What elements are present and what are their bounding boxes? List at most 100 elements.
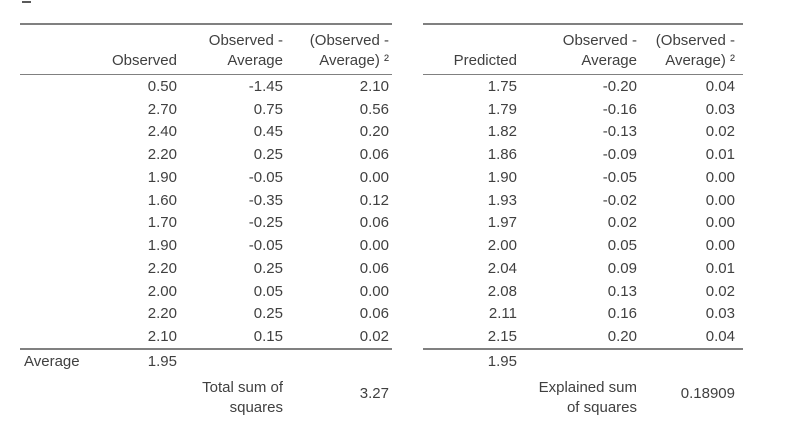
table-cell: 0.00: [705, 214, 735, 232]
row-label-cell: [20, 212, 108, 235]
row-label-cell: [20, 234, 108, 257]
table-cell: 1.70: [147, 214, 177, 232]
table-cell: 0.20: [517, 325, 637, 350]
average-row: Average 1.95: [20, 349, 392, 373]
table-row: 1.70 -0.25 0.06: [20, 212, 392, 235]
row-label-column-header: [20, 24, 108, 75]
table-row: 1.60 -0.35 0.12: [20, 189, 392, 212]
table-row: 2.00 0.05 0.00: [423, 234, 743, 257]
table-cell: 0.00: [359, 168, 389, 186]
table-cell: 1.82: [487, 123, 517, 141]
table-row: 1.90 -0.05 0.00: [20, 166, 392, 189]
column-header-observed: Observed: [108, 24, 177, 75]
total-sum-of-squares-label: Total sum of squares: [202, 378, 283, 417]
table-row: 2.20 0.25 0.06: [20, 143, 392, 166]
table-row: 1.79 -0.16 0.03: [423, 98, 743, 121]
table-cell: 0.45: [253, 123, 283, 141]
table-cell: -0.25: [248, 214, 283, 232]
table-row: 1.93 -0.02 0.00: [423, 189, 743, 212]
table-cell: 1.97: [487, 214, 517, 232]
table-cell: 0.25: [253, 305, 283, 323]
table-cell: 2.10: [108, 325, 177, 350]
row-label-cell: [20, 303, 108, 326]
table-row: 2.15 0.20 0.04: [423, 325, 743, 350]
row-label-cell: [20, 75, 108, 98]
table-row: 2.11 0.16 0.03: [423, 303, 743, 326]
table-row: 1.82 -0.13 0.02: [423, 121, 743, 144]
table-cell: -0.05: [248, 168, 283, 186]
table-cell: 2.20: [147, 305, 177, 323]
table-cell: 0.01: [705, 259, 735, 277]
table-row: 1.90 -0.05 0.00: [20, 234, 392, 257]
table-cell: 0.20: [359, 123, 389, 141]
table-row: 2.04 0.09 0.01: [423, 257, 743, 280]
table-cell: 0.05: [253, 282, 283, 300]
table-cell: 0.02: [705, 123, 735, 141]
table-cell: 2.20: [147, 259, 177, 277]
table-cell: -0.35: [248, 191, 283, 209]
column-header-observed-minus-average: Observed - Average: [517, 24, 637, 75]
table-cell: 0.25: [253, 146, 283, 164]
table-row: 2.10 0.15 0.02: [20, 325, 392, 350]
table-cell: 0.16: [607, 305, 637, 323]
explained-sum-of-squares-table: Predicted Observed - Average (Observed -…: [423, 23, 743, 423]
table-cell: 2.04: [487, 259, 517, 277]
column-header-observed-minus-average: Observed - Average: [177, 24, 283, 75]
table-cell: 0.13: [607, 282, 637, 300]
table-cell: 0.06: [359, 259, 389, 277]
table-cell: 1.79: [487, 100, 517, 118]
table-row: 2.70 0.75 0.56: [20, 98, 392, 121]
table-cell: 0.06: [359, 214, 389, 232]
table-cell: 0.00: [359, 282, 389, 300]
table-cell: -0.05: [248, 237, 283, 255]
explained-sum-of-squares-value: 0.18909: [680, 385, 735, 402]
sum-of-squares-row: Explained sum of squares 0.18909: [423, 373, 743, 423]
table-cell: 0.15: [177, 325, 283, 350]
table-row: 1.75 -0.20 0.04: [423, 75, 743, 98]
observed-table: Observed Observed - Average (Observed - …: [20, 23, 392, 423]
table-cell: 1.90: [487, 168, 517, 186]
row-label-cell: [20, 257, 108, 280]
average-row: 1.95: [423, 349, 743, 373]
table-cell: 0.02: [705, 282, 735, 300]
table-header: Observed Observed - Average (Observed - …: [20, 24, 392, 75]
table-cell: 0.03: [705, 100, 735, 118]
cropped-text-artifact: [22, 1, 31, 3]
column-header-predicted: Predicted: [423, 24, 517, 75]
table-cell: 0.04: [705, 77, 735, 95]
average-label: Average: [24, 353, 80, 370]
column-header-squared-deviation: (Observed - Average) ²: [283, 24, 392, 75]
table-row: 1.97 0.02 0.00: [423, 212, 743, 235]
total-sum-of-squares-table: Observed Observed - Average (Observed - …: [20, 23, 392, 423]
table-cell: 0.04: [637, 325, 743, 350]
table-cell: 0.03: [705, 305, 735, 323]
table-footer: 1.95 Explained sum of squares 0.18909: [423, 349, 743, 423]
predicted-table: Predicted Observed - Average (Observed -…: [423, 23, 743, 423]
table-cell: 2.11: [488, 305, 517, 323]
table-row: 1.86 -0.09 0.01: [423, 143, 743, 166]
table-cell: 2.10: [359, 77, 389, 95]
table-row: 0.50 -1.45 2.10: [20, 75, 392, 98]
table-cell: 0.75: [253, 100, 283, 118]
explained-sum-of-squares-label: Explained sum of squares: [538, 378, 637, 417]
table-row: 2.20 0.25 0.06: [20, 303, 392, 326]
table-cell: 1.90: [147, 168, 177, 186]
table-cell: 0.02: [283, 325, 392, 350]
table-cell: 1.86: [487, 146, 517, 164]
table-cell: 0.06: [359, 305, 389, 323]
table-cell: 2.20: [147, 146, 177, 164]
table-cell: 2.70: [147, 100, 177, 118]
table-cell: 0.12: [359, 191, 389, 209]
table-cell: 0.02: [607, 214, 637, 232]
table-row: 1.90 -0.05 0.00: [423, 166, 743, 189]
table-cell: 0.09: [607, 259, 637, 277]
table-cell: 2.08: [487, 282, 517, 300]
table-cell: 0.06: [359, 146, 389, 164]
table-cell: 0.00: [705, 191, 735, 209]
row-label-cell: [20, 189, 108, 212]
table-cell: 1.60: [147, 191, 177, 209]
table-cell: 0.00: [705, 168, 735, 186]
table-row: 2.08 0.13 0.02: [423, 280, 743, 303]
table-footer: Average 1.95 Total sum of squares 3.27: [20, 349, 392, 423]
table-cell: 2.00: [487, 237, 517, 255]
